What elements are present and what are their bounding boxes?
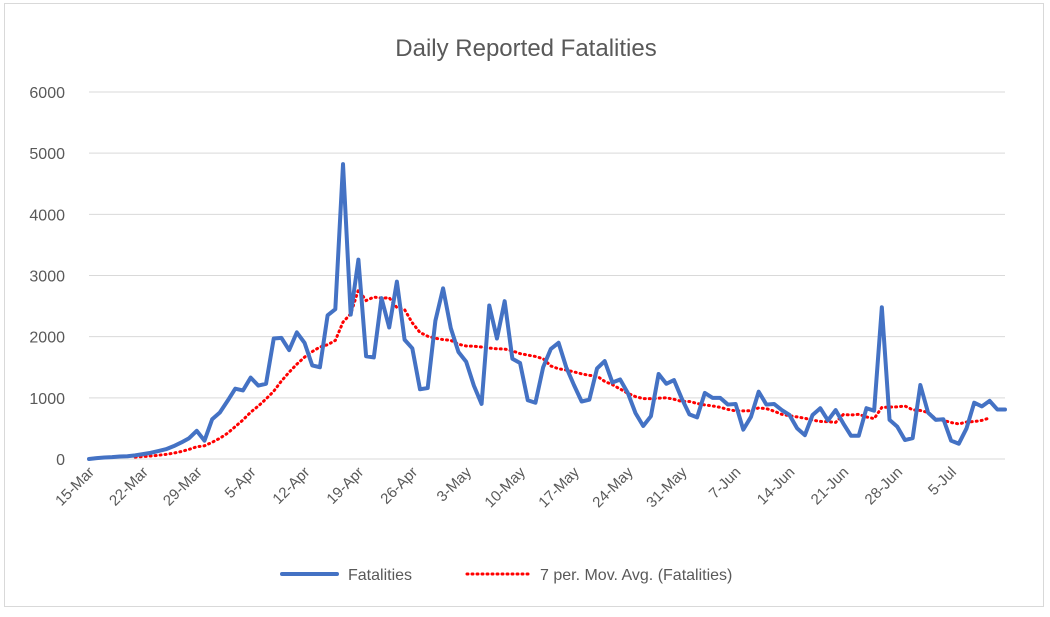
y-tick-label: 0 [56,452,65,469]
x-tick-label: 24-May [589,463,637,511]
y-tick-label: 2000 [29,330,65,347]
chart-frame: Daily Reported Fatalities 0 1000 2000 3000 4… [4,3,1044,607]
series-line-fatalities [87,162,1007,461]
x-tick-label: 19-Apr [323,464,367,508]
legend: Fatalities 7 per. Mov. Avg. (Fatalities) [280,567,732,584]
x-tick-label: 17-May [535,463,583,511]
x-tick-label: 14-Jun [754,464,798,508]
plot-area-series [87,162,1007,461]
chart-svg: Daily Reported Fatalities 0 1000 2000 3000 4… [29,35,1007,584]
x-tick-label: 21-Jun [808,464,852,508]
x-tick-label: 10-May [481,463,529,511]
y-tick-label: 5000 [29,146,65,163]
x-tick-label: 12-Apr [269,464,313,508]
y-axis-tick-labels: 0 1000 2000 3000 4000 5000 6000 [29,85,65,469]
x-tick-label: 7-Jun [706,464,745,503]
chart-title: Daily Reported Fatalities [395,35,656,62]
x-tick-label: 5-Jul [925,464,960,499]
x-tick-label: 29-Mar [160,464,206,510]
x-tick-label: 31-May [643,463,691,511]
y-tick-label: 4000 [29,207,65,224]
x-tick-label: 5-Apr [222,464,260,502]
y-tick-label: 3000 [29,269,65,286]
legend-label-moving-average: 7 per. Mov. Avg. (Fatalities) [540,567,732,584]
legend-label-fatalities: Fatalities [348,567,412,584]
y-tick-label: 6000 [29,85,65,102]
x-tick-label: 15-Mar [52,464,98,510]
x-tick-label: 3-May [434,463,476,505]
y-tick-label: 1000 [29,391,65,408]
x-axis-tick-labels: 15-Mar 22-Mar 29-Mar 5-Apr 12-Apr 19-Apr 26-Ap… [52,463,960,511]
series-line-moving-average [133,286,992,459]
x-tick-label: 26-Apr [377,464,421,508]
gridlines [89,91,1005,460]
x-tick-label: 22-Mar [106,464,152,510]
x-tick-label: 28-Jun [862,464,906,508]
